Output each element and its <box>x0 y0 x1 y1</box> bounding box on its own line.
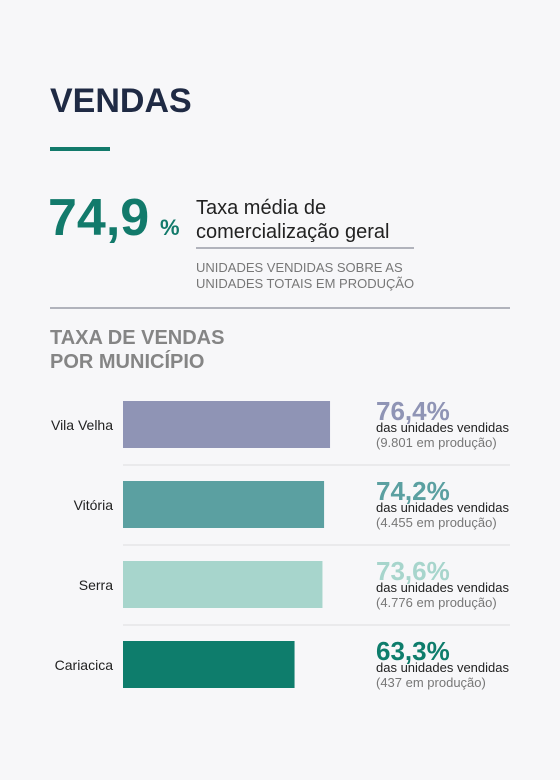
bar <box>123 401 331 448</box>
bar <box>123 641 295 688</box>
category-label: Vitória <box>74 497 114 513</box>
production-label: (4.776 em produção) <box>376 595 497 610</box>
value-sublabel: das unidades vendidas <box>376 660 509 675</box>
value-label: 76,4% <box>376 396 450 426</box>
kpi-description: Taxa média de <box>196 197 326 219</box>
bar <box>123 561 323 608</box>
value-label: 63,3% <box>376 636 450 666</box>
kpi-note: UNIDADES TOTAIS EM PRODUÇÃO <box>196 276 414 291</box>
value-sublabel: das unidades vendidas <box>376 500 509 515</box>
production-label: (437 em produção) <box>376 675 486 690</box>
value-sublabel: das unidades vendidas <box>376 580 509 595</box>
kpi-value: 74,9 <box>48 189 149 247</box>
value-sublabel: das unidades vendidas <box>376 420 509 435</box>
title-accent <box>50 147 110 151</box>
production-label: (4.455 em produção) <box>376 515 497 530</box>
category-label: Serra <box>79 577 113 593</box>
category-label: Vila Velha <box>51 417 113 433</box>
kpi-unit: % <box>160 215 180 240</box>
value-label: 74,2% <box>376 476 450 506</box>
kpi-description: comercialização geral <box>196 221 389 243</box>
value-label: 73,6% <box>376 556 450 586</box>
production-label: (9.801 em produção) <box>376 435 497 450</box>
category-label: Cariacica <box>55 657 114 673</box>
kpi-note: UNIDADES VENDIDAS SOBRE AS <box>196 260 403 275</box>
bar <box>123 481 325 528</box>
chart-title: POR MUNICÍPIO <box>50 350 204 373</box>
chart-title: TAXA DE VENDAS <box>50 327 224 349</box>
page-title: VENDAS <box>50 82 192 120</box>
